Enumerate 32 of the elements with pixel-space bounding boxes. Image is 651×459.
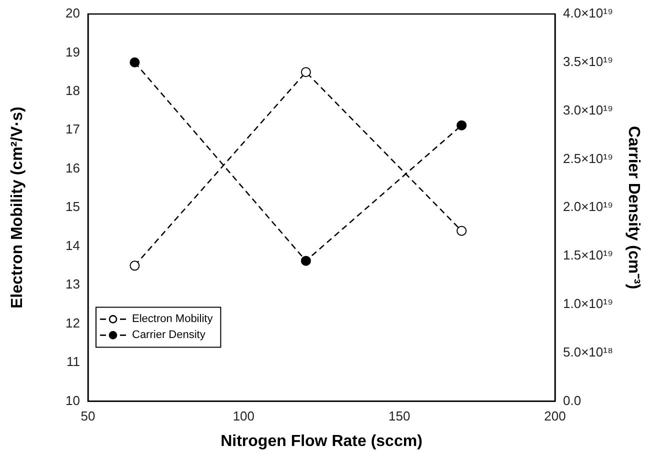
x-tick-label: 200: [544, 408, 566, 424]
x-tick-label: 100: [232, 408, 255, 424]
y-axis-title: Electron Mobility (cm²/V·s): [9, 106, 26, 308]
y-tick-label: 10: [66, 392, 80, 408]
y-tick-label: 12: [66, 315, 80, 330]
y-tick-label: 18: [66, 83, 80, 98]
x-axis-title: Nitrogen Flow Rate (sccm): [220, 432, 422, 450]
y2-tick-label: 4.0×10¹⁹: [563, 6, 614, 21]
y2-tick-label: 0.0: [563, 392, 582, 408]
y2-tick-label: 5.0×10¹⁸: [563, 344, 613, 360]
y-tick-label: 15: [66, 199, 80, 214]
y-tick-label: 13: [66, 276, 80, 292]
y2-tick-label: 1.0×10¹⁹: [563, 296, 614, 311]
y2-axis-title: Carrier Density (cm⁻³): [624, 126, 642, 290]
point: [456, 226, 467, 236]
y-tick-label: 11: [66, 354, 80, 370]
x-tick-label: 150: [388, 408, 410, 424]
point: [130, 260, 140, 271]
y2-tick-label: 3.5×10¹⁹: [563, 54, 614, 69]
y-tick-label: 19: [66, 44, 80, 60]
y-tick-label: 14: [66, 238, 80, 253]
legend-label: Carrier Density: [132, 329, 206, 342]
point: [300, 67, 311, 78]
y2-tick-label: 3.0×10¹⁹: [563, 102, 614, 118]
y-tick-label: 17: [66, 122, 80, 137]
y2-tick-label: 2.5×10¹⁹: [563, 150, 614, 166]
y2-tick-label: 1.5×10¹⁹: [563, 248, 614, 263]
x-tick-label: 50: [80, 408, 96, 424]
y-tick-label: 20: [66, 6, 80, 21]
legend-label: Electron Mobility: [132, 313, 214, 326]
y-tick-label: 16: [66, 160, 80, 176]
y2-tick-label: 2.0×10¹⁹: [563, 199, 614, 214]
